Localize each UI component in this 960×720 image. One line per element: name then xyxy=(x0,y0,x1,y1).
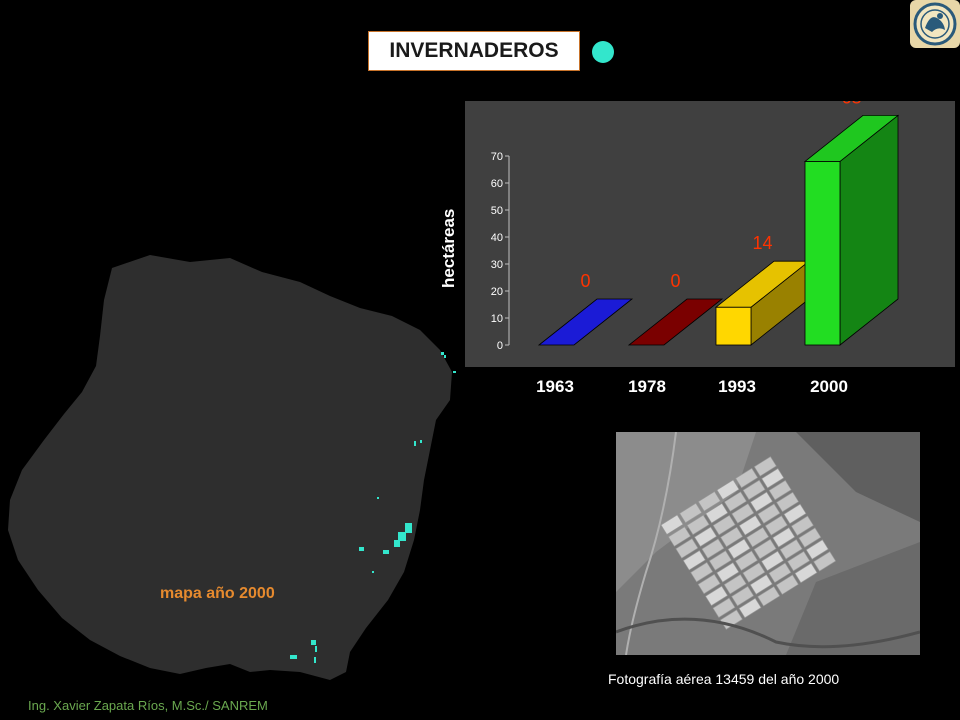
y-tick-label: 50 xyxy=(491,205,503,217)
x-tick-label: 2000 xyxy=(810,377,848,396)
bar-front xyxy=(715,306,752,346)
data-label: 0 xyxy=(670,271,680,291)
chart-panel: 0 10 20 30 40 50 60 70 0 0 14 68 xyxy=(465,87,955,367)
x-tick-label: 1978 xyxy=(628,377,666,396)
legend-color-dot xyxy=(592,41,614,63)
y-axis-label: hectáreas xyxy=(439,208,458,288)
photo-caption: Fotografía aérea 13459 del año 2000 xyxy=(608,671,840,687)
bar-front xyxy=(804,161,841,346)
bar-top xyxy=(627,298,724,346)
y-tick-label: 0 xyxy=(497,340,503,352)
data-label: 0 xyxy=(580,271,590,291)
greenhouse-markers xyxy=(290,352,456,663)
page-title: INVERNADEROS xyxy=(368,31,580,71)
institutional-seal-icon xyxy=(910,0,960,48)
author-credit: Ing. Xavier Zapata Ríos, M.Sc./ SANREM xyxy=(28,698,268,713)
data-label: 68 xyxy=(841,101,861,107)
x-tick-label: 1993 xyxy=(718,377,756,396)
y-tick-label: 70 xyxy=(491,151,503,163)
aerial-photo xyxy=(616,432,920,655)
bar-top xyxy=(537,298,634,346)
y-tick-label: 30 xyxy=(491,259,503,271)
data-label: 14 xyxy=(752,233,772,253)
bar-chart: 0 10 20 30 40 50 60 70 0 0 14 68 xyxy=(491,87,900,352)
island-shape xyxy=(8,255,452,680)
map-year-label: mapa año 2000 xyxy=(160,585,275,602)
y-tick-label: 10 xyxy=(491,313,503,325)
bar-top xyxy=(803,114,900,162)
x-tick-label: 1963 xyxy=(536,377,574,396)
y-tick-label: 60 xyxy=(491,178,503,190)
y-tick-label: 40 xyxy=(491,232,503,244)
y-tick-label: 20 xyxy=(491,286,503,298)
